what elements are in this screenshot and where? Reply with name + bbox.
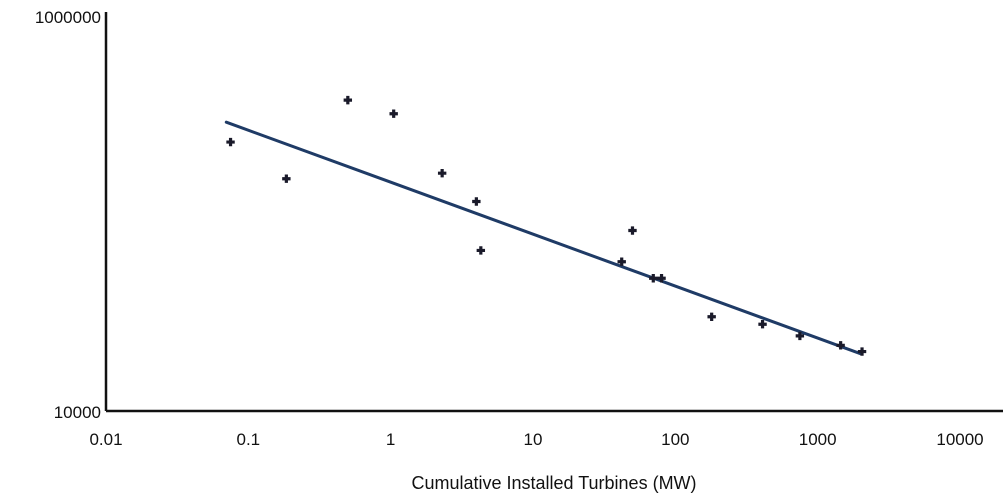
data-point xyxy=(628,226,637,235)
data-point xyxy=(282,174,291,183)
y-tick-label-top: 1000000 xyxy=(35,8,101,27)
y-tick-label-bottom: 10000 xyxy=(54,403,101,422)
data-point xyxy=(343,95,353,105)
data-point xyxy=(836,341,845,350)
data-point xyxy=(649,274,658,283)
trend-line xyxy=(224,120,863,356)
data-point xyxy=(707,312,716,321)
trend-layer xyxy=(224,120,863,356)
x-tick-label: 0.01 xyxy=(89,430,122,449)
data-point xyxy=(857,347,867,356)
x-tick-label: 0.1 xyxy=(237,430,261,449)
x-tick-label: 10 xyxy=(524,430,543,449)
data-point xyxy=(389,109,398,118)
data-point xyxy=(472,197,481,206)
x-tick-label: 100 xyxy=(661,430,689,449)
data-points xyxy=(226,95,867,356)
data-point xyxy=(437,168,447,178)
x-tick-label: 1000 xyxy=(799,430,837,449)
x-tick-label: 10000 xyxy=(936,430,983,449)
data-point xyxy=(758,320,767,329)
data-point xyxy=(617,257,626,266)
x-tick-label: 1 xyxy=(386,430,395,449)
data-point xyxy=(476,246,486,255)
data-point xyxy=(657,274,666,283)
x-tick-labels: 0.01 0.1 1 10 100 1000 10000 xyxy=(89,430,983,449)
x-axis-title: Cumulative Installed Turbines (MW) xyxy=(411,473,696,493)
data-point xyxy=(795,331,805,341)
data-point xyxy=(226,137,235,147)
